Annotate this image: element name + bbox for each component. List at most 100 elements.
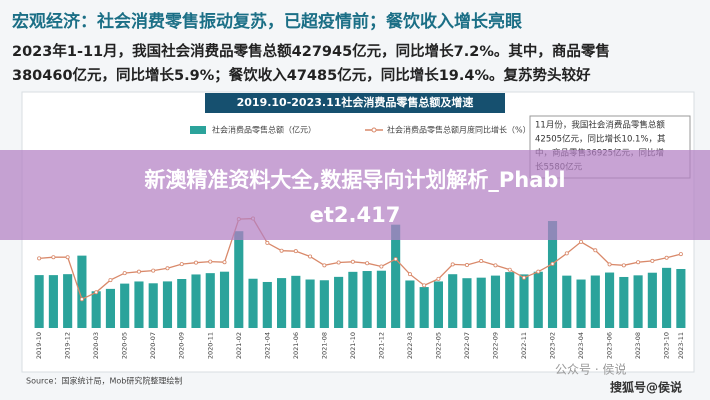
bar: [562, 275, 572, 328]
x-tick-label: 2022-07: [463, 332, 471, 359]
x-tick-label: 2022-05: [434, 332, 442, 359]
x-tick-label: 2023-02: [549, 332, 557, 359]
watermark: 搜狐号@侯说: [610, 380, 682, 395]
growth-point: [407, 272, 412, 277]
growth-point: [94, 290, 99, 295]
growth-point: [493, 263, 498, 268]
paragraph-line: 2023年1-11月，我国社会消费品零售总额427945亿元，同比增长7.2%。…: [12, 42, 610, 60]
bar: [419, 287, 429, 328]
bar: [134, 281, 144, 328]
growth-point: [607, 262, 612, 267]
bar: [605, 272, 615, 328]
growth-point: [222, 260, 227, 265]
growth-point: [350, 259, 355, 264]
growth-point: [678, 252, 683, 257]
growth-point: [621, 263, 626, 268]
bar: [633, 275, 643, 328]
growth-point: [193, 260, 198, 265]
growth-point: [65, 255, 70, 260]
bar: [120, 283, 130, 328]
overlay-band: [0, 150, 710, 240]
chart-title: 2019.10-2023.11社会消费品零售总额及增速: [237, 95, 474, 109]
x-tick-label: 2021-12: [377, 332, 385, 359]
legend-swatch: [190, 126, 206, 134]
growth-point: [322, 263, 327, 268]
bar: [391, 224, 401, 328]
x-tick-label: 2023-10: [663, 332, 671, 359]
bar: [234, 231, 244, 328]
growth-point: [108, 278, 113, 283]
growth-point: [122, 271, 127, 276]
x-tick-label: 2022-03: [406, 332, 414, 359]
bar: [647, 272, 657, 328]
bar: [319, 280, 329, 328]
paragraph-line: 380460亿元，同比增长5.9%；餐饮收入47485亿元，同比增长19.4%。…: [12, 66, 591, 84]
x-tick-label: 2022-11: [520, 332, 528, 359]
legend-swatch: [371, 127, 377, 133]
growth-point: [664, 255, 669, 260]
growth-point: [450, 262, 455, 267]
bar: [433, 281, 443, 328]
bar: [262, 281, 272, 328]
bar: [590, 275, 600, 328]
bar: [162, 281, 173, 328]
growth-point: [179, 262, 184, 267]
bar: [376, 270, 386, 328]
x-tick-label: 2022-09: [491, 332, 499, 359]
x-tick-label: 2021-04: [263, 332, 271, 359]
annotation-text: 42505亿元，同比增长10.1%，其: [535, 134, 666, 145]
bar: [576, 279, 586, 328]
growth-point: [136, 269, 141, 274]
bar: [305, 279, 315, 328]
x-tick-label: 2020-09: [178, 332, 186, 359]
legend-label: 社会消费品零售总额月度同比增长（%）: [387, 125, 531, 135]
growth-point: [393, 257, 398, 262]
bar: [205, 273, 215, 328]
x-tick-label: 2021-08: [320, 332, 328, 359]
bar: [191, 274, 201, 328]
bar: [34, 275, 44, 328]
growth-point: [308, 254, 313, 259]
x-tick-label: 2023-08: [634, 332, 642, 359]
bar: [77, 255, 87, 328]
growth-point: [151, 268, 156, 273]
growth-line: [39, 217, 682, 301]
overlay-text: et2.417: [310, 203, 401, 227]
growth-point: [51, 255, 56, 260]
growth-point: [365, 261, 370, 266]
bar: [348, 271, 358, 328]
headline: 宏观经济：社会消费零售振动复苏，已超疫情前；餐饮收入增长亮眼: [12, 11, 522, 32]
legend-label: 社会消费品零售总额（亿元）: [212, 125, 316, 135]
bar: [476, 277, 486, 328]
growth-point: [379, 264, 384, 269]
growth-point: [464, 263, 469, 268]
source: Source：国家统计局，Mob研究院整理绘制: [26, 376, 182, 386]
annotation-text: 11月份，我国社会消费品零售总额: [535, 120, 665, 131]
bar: [362, 271, 372, 328]
bar: [148, 283, 158, 328]
x-tick-label: 2020-05: [121, 332, 129, 359]
growth-point: [208, 259, 213, 264]
x-tick-label: 2021-06: [292, 332, 300, 359]
bar: [277, 278, 287, 328]
bar: [490, 275, 501, 328]
growth-point: [422, 283, 427, 288]
bar: [662, 267, 672, 328]
x-tick-label: 2021-02: [235, 332, 243, 359]
growth-point: [593, 248, 598, 253]
chart-title-bar: [205, 93, 505, 113]
bar: [334, 276, 344, 328]
x-tick-label: 2023-04: [577, 332, 585, 359]
growth-point: [37, 256, 42, 261]
growth-point: [436, 276, 441, 281]
growth-point: [336, 260, 341, 265]
growth-point: [507, 267, 512, 272]
bar: [48, 275, 58, 328]
bar: [505, 272, 515, 328]
x-tick-label: 2020-03: [92, 332, 100, 359]
bar: [448, 274, 458, 328]
watermark: 公众号 · 侯说: [555, 362, 626, 377]
bar: [91, 291, 101, 328]
growth-point: [550, 261, 555, 266]
x-tick-label: 2023-11: [677, 332, 685, 359]
